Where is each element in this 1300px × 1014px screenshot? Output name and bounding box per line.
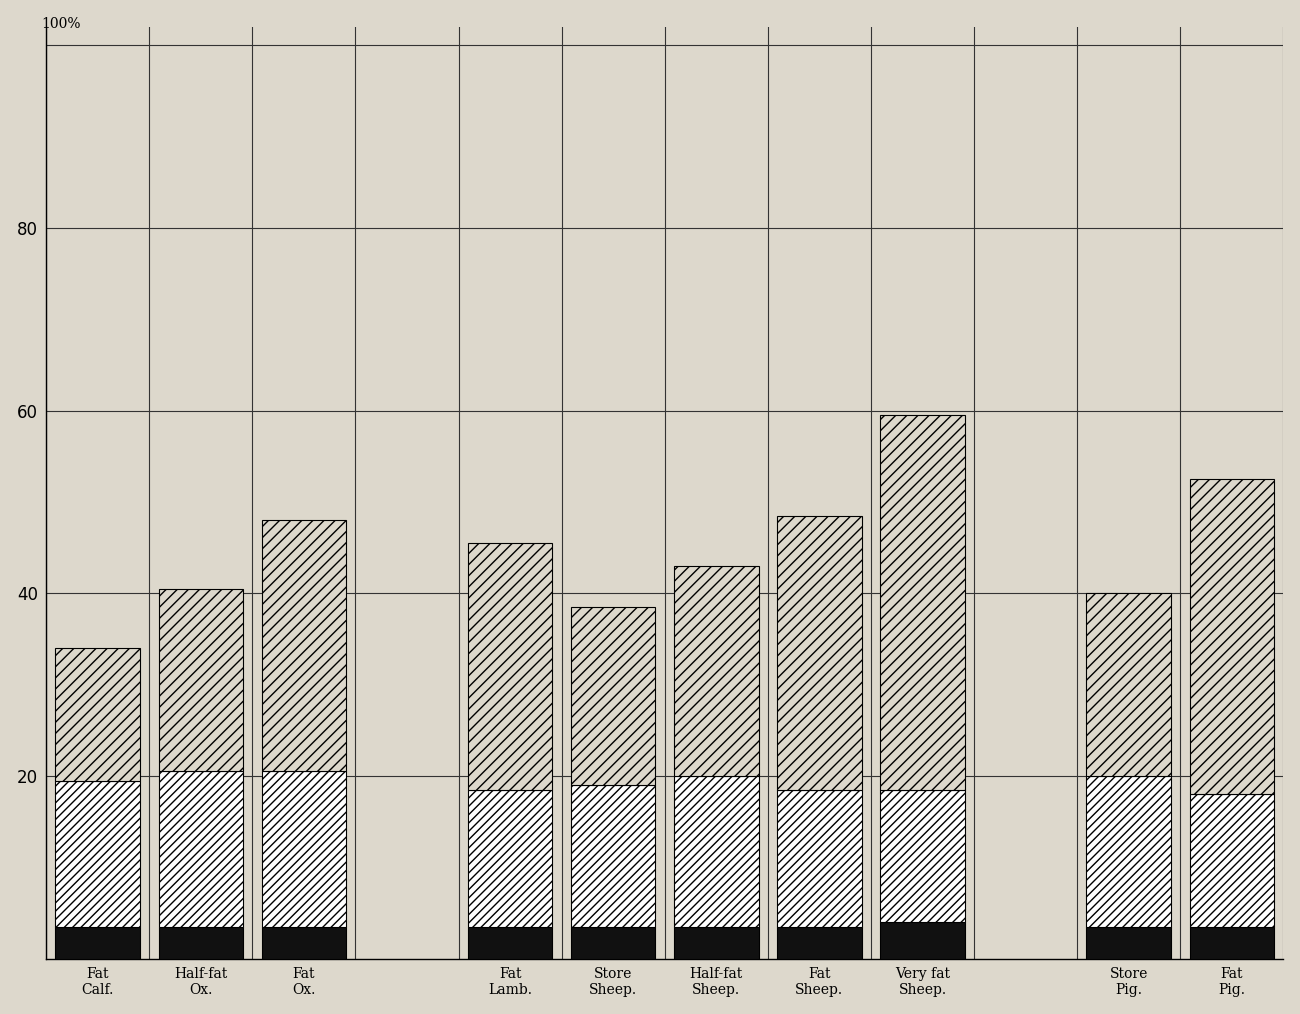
Text: 100%: 100% <box>42 17 81 31</box>
Bar <box>673 776 759 927</box>
Bar <box>1087 776 1171 927</box>
Bar <box>261 927 346 959</box>
Bar <box>468 790 552 927</box>
Bar <box>56 927 140 959</box>
Bar <box>777 516 862 790</box>
Bar <box>261 772 346 927</box>
Bar <box>777 790 862 927</box>
Bar <box>880 923 965 959</box>
Bar <box>1190 794 1274 927</box>
Bar <box>56 648 140 781</box>
Bar <box>880 415 965 790</box>
Bar <box>468 927 552 959</box>
Bar <box>571 927 655 959</box>
Bar <box>777 927 862 959</box>
Bar <box>1087 927 1171 959</box>
Bar <box>571 785 655 927</box>
Bar <box>673 927 759 959</box>
Bar <box>1190 927 1274 959</box>
Bar <box>468 544 552 790</box>
Bar <box>1190 479 1274 794</box>
Bar <box>261 520 346 772</box>
Bar <box>159 772 243 927</box>
Bar <box>159 927 243 959</box>
Bar <box>56 781 140 927</box>
Bar <box>571 607 655 785</box>
Bar <box>673 566 759 776</box>
Bar <box>880 790 965 923</box>
Bar <box>159 589 243 772</box>
Bar <box>1087 593 1171 776</box>
